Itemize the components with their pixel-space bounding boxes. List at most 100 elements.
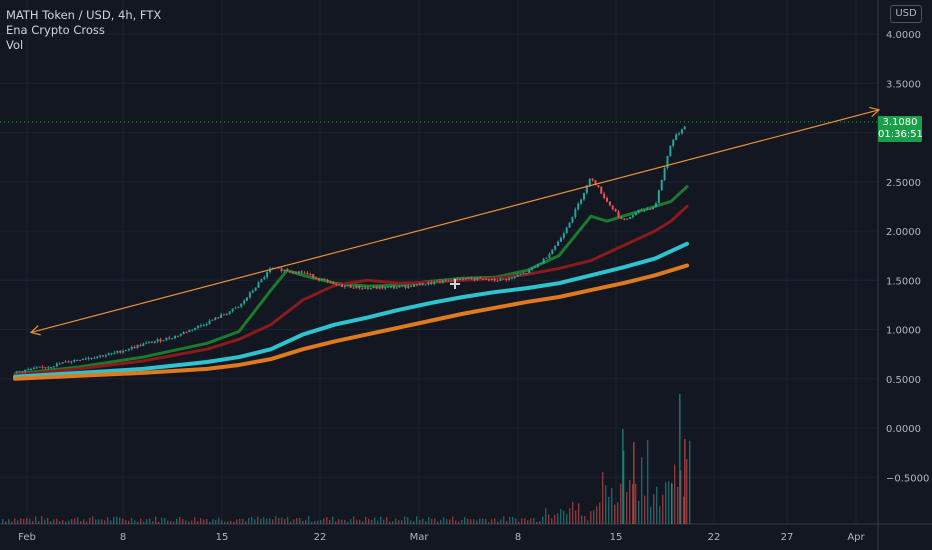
volume-bar — [62, 519, 64, 524]
volume-bar — [29, 518, 31, 524]
volume-bar — [455, 520, 457, 524]
candle-body — [436, 280, 439, 282]
candle-body — [81, 359, 84, 361]
candle-body — [18, 371, 21, 373]
volume-bar — [149, 518, 151, 524]
volume-bar — [434, 518, 436, 524]
candle-body — [159, 339, 162, 342]
time-tick-label: Feb — [18, 532, 36, 543]
price-tick-label: 1.0000 — [886, 326, 921, 337]
volume-bar — [467, 518, 469, 524]
volume-bar — [548, 514, 550, 524]
volume-bar — [251, 516, 253, 524]
candle-body — [104, 355, 107, 357]
volume-bar — [86, 521, 88, 524]
volume-bar — [386, 517, 388, 524]
candle-body — [55, 363, 58, 367]
currency-button[interactable]: USD — [890, 5, 922, 23]
volume-bar — [599, 502, 601, 524]
time-tick-label: 15 — [216, 532, 229, 543]
symbol-title[interactable]: MATH Token / USD, 4h, FTX — [6, 8, 162, 22]
volume-bar — [392, 521, 394, 524]
candle-body — [341, 284, 344, 288]
candle-body — [404, 285, 407, 288]
candle-body — [574, 209, 577, 217]
volume-bar — [176, 518, 178, 524]
volume-bar — [110, 520, 112, 524]
volume-bar — [482, 518, 484, 524]
candle-body — [329, 281, 332, 283]
volume-bar — [26, 517, 28, 524]
candle-body — [266, 272, 269, 278]
candle-body — [562, 233, 565, 238]
volume-bar — [8, 519, 10, 524]
candle-body — [306, 272, 309, 274]
candle-body — [450, 280, 453, 282]
candle-body — [660, 179, 663, 191]
candle-body — [73, 360, 76, 362]
volume-bar — [473, 519, 475, 524]
candle-body — [643, 209, 646, 211]
volume-bar — [203, 519, 205, 524]
volume-bar — [302, 520, 304, 524]
volume-bar — [221, 520, 223, 524]
candle-body — [162, 340, 165, 342]
volume-bar — [485, 519, 487, 524]
volume-label[interactable]: Vol — [6, 38, 24, 52]
volume-bar — [83, 519, 85, 524]
volume-bar — [248, 518, 250, 524]
volume-bar — [626, 491, 628, 524]
volume-bar — [587, 520, 589, 524]
volume-bar — [260, 519, 262, 524]
candle-body — [375, 286, 378, 289]
candle-body — [260, 279, 263, 283]
trendline[interactable] — [30, 109, 880, 334]
volume-bar — [365, 516, 367, 524]
candle-body — [286, 269, 289, 272]
candle-body — [666, 156, 669, 168]
volume-bar — [233, 521, 235, 524]
candle-body — [640, 210, 643, 212]
volume-bar — [290, 521, 292, 524]
candle-body — [84, 358, 87, 360]
candle-body — [289, 271, 292, 273]
candle-body — [90, 357, 93, 359]
candle-body — [554, 245, 557, 250]
indicator-name[interactable]: Ena Crypto Cross — [6, 23, 105, 37]
candle-body — [234, 307, 237, 309]
candle-body — [78, 359, 81, 361]
volume-bar — [122, 518, 124, 524]
volume-bar — [20, 518, 22, 524]
candle-body — [113, 352, 116, 354]
candle-body — [87, 357, 90, 359]
price-tick-label: 3.5000 — [886, 79, 921, 90]
candle-body — [519, 274, 522, 276]
candle-body — [580, 199, 583, 204]
volume-bar — [572, 501, 574, 524]
volume-bar — [308, 516, 310, 524]
time-tick-label: 8 — [515, 532, 521, 543]
candle-body — [603, 193, 606, 198]
candle-body — [139, 345, 142, 347]
candle-body — [657, 190, 660, 204]
volume-bar — [518, 521, 520, 524]
volume-bar — [530, 518, 532, 524]
candle-body — [32, 367, 35, 369]
trendline-arrow-left — [29, 325, 41, 336]
candle-body — [499, 278, 502, 281]
candle-body — [343, 285, 346, 288]
volume-bar — [440, 519, 442, 524]
volume-bar — [239, 518, 241, 524]
volume-bar — [56, 518, 58, 524]
volume-bar — [212, 519, 214, 524]
volume-bar — [299, 517, 301, 524]
candle-body — [99, 355, 102, 357]
ema-slow-line — [13, 241, 689, 379]
candle-body — [634, 212, 637, 216]
price-tick-label: 0.5000 — [886, 375, 921, 386]
volume-bar — [422, 518, 424, 524]
time-tick-label: Mar — [410, 532, 430, 543]
volume-bar — [407, 517, 409, 524]
